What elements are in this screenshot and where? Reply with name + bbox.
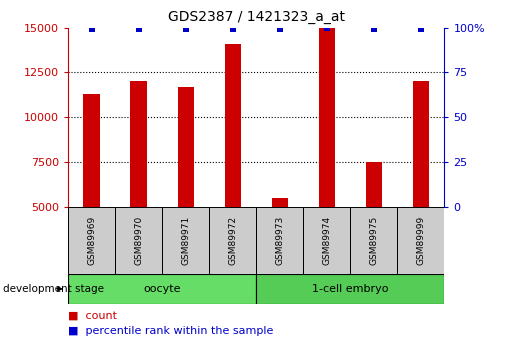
Point — [417, 27, 425, 32]
Point — [182, 27, 190, 32]
Title: GDS2387 / 1421323_a_at: GDS2387 / 1421323_a_at — [168, 10, 345, 24]
Text: GSM89973: GSM89973 — [275, 216, 284, 265]
Bar — [209, 207, 256, 274]
Bar — [83, 94, 100, 207]
Bar — [366, 162, 382, 207]
Bar — [397, 207, 444, 274]
Point — [229, 27, 237, 32]
Bar — [319, 28, 335, 207]
Bar — [68, 274, 257, 304]
Bar — [257, 274, 444, 304]
Text: ■  percentile rank within the sample: ■ percentile rank within the sample — [68, 326, 274, 336]
Bar — [225, 44, 241, 207]
Bar — [304, 207, 350, 274]
Text: GSM89974: GSM89974 — [322, 216, 331, 265]
Text: development stage: development stage — [3, 284, 104, 294]
Text: GSM89975: GSM89975 — [369, 216, 378, 265]
Point — [323, 25, 331, 30]
Bar — [130, 81, 147, 207]
Text: GSM89972: GSM89972 — [228, 216, 237, 265]
Text: ■  count: ■ count — [68, 311, 117, 321]
Bar — [257, 207, 304, 274]
Bar — [350, 207, 397, 274]
Text: 1-cell embryo: 1-cell embryo — [312, 284, 388, 294]
Text: GSM89971: GSM89971 — [181, 216, 190, 265]
Bar — [162, 207, 209, 274]
Text: GSM89970: GSM89970 — [134, 216, 143, 265]
Point — [370, 27, 378, 32]
Point — [276, 27, 284, 32]
Bar — [178, 87, 194, 207]
Point — [135, 27, 143, 32]
Point — [88, 27, 96, 32]
Bar — [68, 207, 115, 274]
Text: oocyte: oocyte — [143, 284, 181, 294]
Bar — [115, 207, 162, 274]
Bar — [272, 198, 288, 207]
Bar — [413, 81, 429, 207]
Text: GSM89969: GSM89969 — [87, 216, 96, 265]
Text: GSM89999: GSM89999 — [417, 216, 425, 265]
